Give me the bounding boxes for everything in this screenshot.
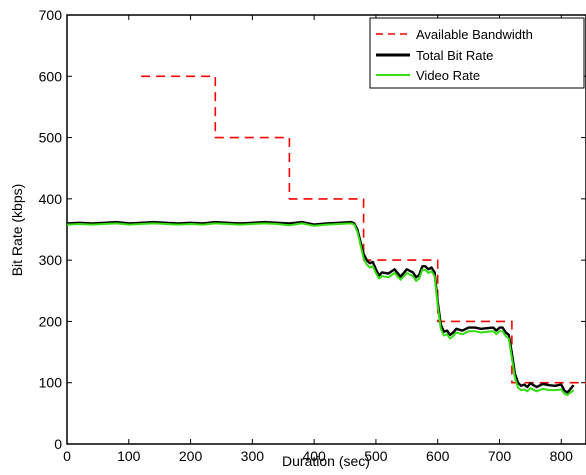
y-tick-label: 0 <box>54 436 62 452</box>
x-tick-label: 800 <box>550 448 574 464</box>
x-tick-label: 700 <box>488 448 512 464</box>
y-tick-label: 300 <box>39 252 63 268</box>
x-tick-label: 600 <box>426 448 450 464</box>
y-tick-label: 700 <box>39 7 63 23</box>
x-tick-label: 200 <box>179 448 203 464</box>
legend-label-total-bit-rate: Total Bit Rate <box>416 48 493 63</box>
legend-label-available-bandwidth: Available Bandwidth <box>416 27 533 42</box>
legend-box <box>369 17 585 89</box>
series-layer <box>66 75 586 396</box>
series-line-available-bandwidth <box>141 75 586 384</box>
x-tick-label: 300 <box>241 448 265 464</box>
y-tick-label: 100 <box>39 375 63 391</box>
x-tick-label: 400 <box>302 448 326 464</box>
x-tick-label: 500 <box>364 448 388 464</box>
x-tick-label: 100 <box>117 448 141 464</box>
y-axis-title: Bit Rate (kbps) <box>9 184 25 277</box>
y-tick-label: 200 <box>39 313 63 329</box>
y-tick-label: 400 <box>39 191 63 207</box>
y-tick-label: 600 <box>39 68 63 84</box>
x-axis-title: Duration (sec) <box>282 453 370 469</box>
legend-label-video-rate: Video Rate <box>416 68 480 83</box>
x-tick-label: 0 <box>63 448 71 464</box>
legend: Available Bandwidth Total Bit Rate Video… <box>369 17 585 89</box>
y-tick-label: 500 <box>39 130 63 146</box>
series-line-total-bit-rate <box>66 220 575 394</box>
series-line-video-rate <box>66 222 575 396</box>
